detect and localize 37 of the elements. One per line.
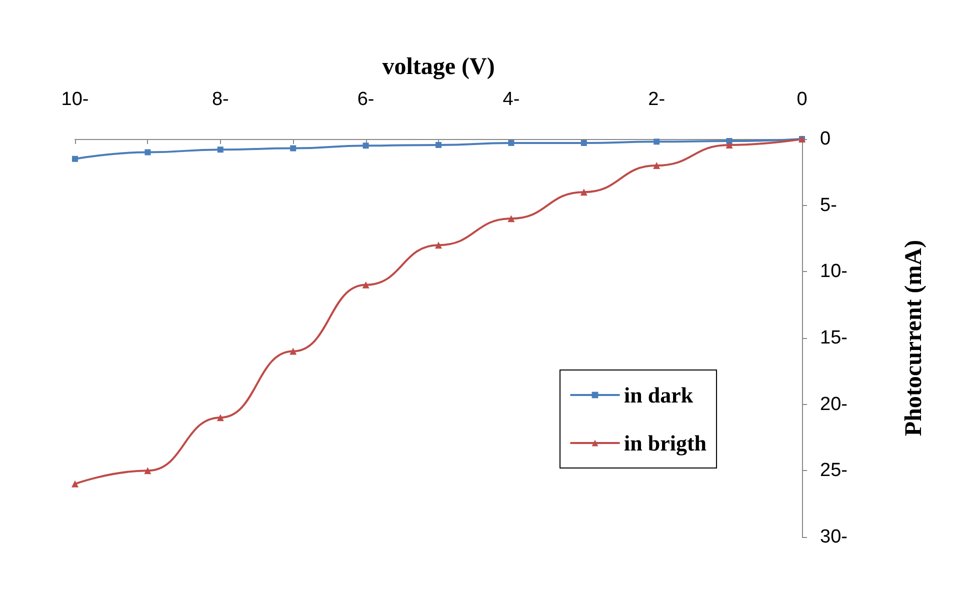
y-tick-label: 20- [820, 394, 848, 415]
point [580, 188, 588, 196]
point [362, 142, 369, 149]
x-axis-title: voltage (V) [382, 54, 495, 80]
point [654, 138, 660, 145]
y-tick-label: 0 [820, 128, 831, 150]
x-tick-label: 0 [796, 89, 808, 110]
point [580, 140, 587, 146]
point [508, 140, 514, 146]
point [290, 348, 297, 355]
x-tick-label: 10- [61, 89, 89, 110]
y-tick-label: 10- [820, 261, 848, 282]
point [144, 149, 151, 156]
point [144, 467, 152, 474]
point [72, 480, 78, 488]
x-tick-label: 8- [212, 89, 229, 110]
y-tick-label: 25- [820, 460, 848, 482]
legend-label: in dark [624, 382, 694, 408]
point [653, 162, 660, 170]
point [72, 156, 78, 162]
point [216, 414, 224, 422]
y-tick-label: 15- [820, 328, 848, 348]
legend-label: in brigth [624, 430, 707, 456]
point [290, 145, 296, 152]
point [436, 142, 442, 148]
point [726, 138, 732, 144]
x-tick-label: 4- [502, 89, 520, 110]
y-tick-label: 30- [820, 526, 848, 548]
y-tick-label: 5- [820, 194, 837, 216]
point [362, 281, 370, 288]
y-axis-title: Photocurrent (mA) [901, 240, 927, 436]
point [508, 215, 515, 222]
x-tick-label: 2- [648, 89, 666, 110]
point [435, 242, 442, 249]
x-tick-label: 6- [357, 89, 374, 110]
point [726, 141, 733, 148]
point [217, 146, 224, 153]
